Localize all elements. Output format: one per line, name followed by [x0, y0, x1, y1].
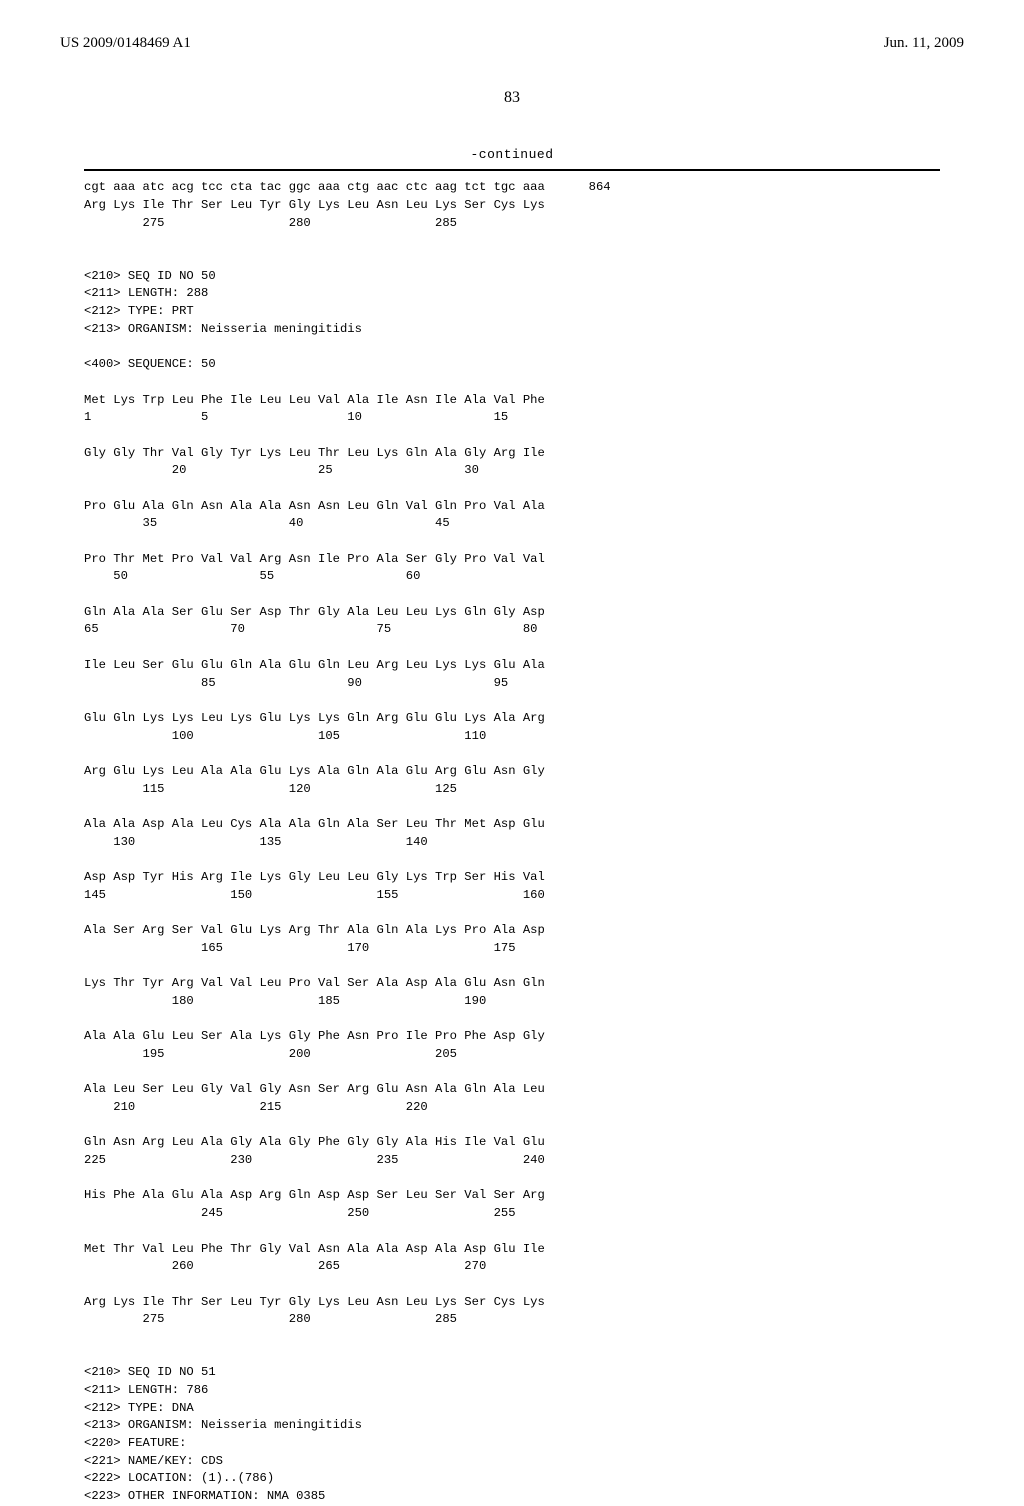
position-line: 50 55 60 — [84, 569, 420, 583]
position-line: 210 215 220 — [84, 1100, 428, 1114]
dna-line: cgt aaa atc acg tcc cta tac ggc aaa ctg … — [84, 180, 611, 194]
position-line: 225 230 235 240 — [84, 1153, 545, 1167]
protein-line: Arg Lys Ile Thr Ser Leu Tyr Gly Lys Leu … — [84, 198, 545, 212]
position-line: 20 25 30 — [84, 463, 479, 477]
protein-line: Lys Thr Tyr Arg Val Val Leu Pro Val Ser … — [84, 976, 545, 990]
seq-header-line: <222> LOCATION: (1)..(786) — [84, 1471, 274, 1485]
seq-header-line: <400> SEQUENCE: 50 — [84, 357, 216, 371]
protein-line: Pro Glu Ala Gln Asn Ala Ala Asn Asn Leu … — [84, 499, 545, 513]
running-header: US 2009/0148469 A1 Jun. 11, 2009 — [60, 34, 964, 52]
page-number: 83 — [60, 88, 964, 107]
position-line: 65 70 75 80 — [84, 622, 537, 636]
protein-line: Met Lys Trp Leu Phe Ile Leu Leu Val Ala … — [84, 393, 545, 407]
position-line: 115 120 125 — [84, 782, 457, 796]
position-line: 85 90 95 — [84, 676, 508, 690]
protein-line: Ala Ala Glu Leu Ser Ala Lys Gly Phe Asn … — [84, 1029, 545, 1043]
position-line: 1 5 10 15 — [84, 410, 508, 424]
seq-header-line: <212> TYPE: DNA — [84, 1401, 194, 1415]
protein-line: Met Thr Val Leu Phe Thr Gly Val Asn Ala … — [84, 1242, 545, 1256]
protein-line: His Phe Ala Glu Ala Asp Arg Gln Asp Asp … — [84, 1188, 545, 1202]
seq-header-line: <223> OTHER INFORMATION: NMA 0385 — [84, 1489, 325, 1503]
protein-line: Ala Ser Arg Ser Val Glu Lys Arg Thr Ala … — [84, 923, 545, 937]
position-line: 245 250 255 — [84, 1206, 516, 1220]
sequence-listing: -continued cgt aaa atc acg tcc cta tac g… — [84, 147, 940, 1506]
rule-top — [84, 169, 940, 171]
continued-label: -continued — [84, 147, 940, 163]
seq-header-line: <220> FEATURE: — [84, 1436, 186, 1450]
seq-header-line: <212> TYPE: PRT — [84, 304, 194, 318]
protein-line: Arg Lys Ile Thr Ser Leu Tyr Gly Lys Leu … — [84, 1295, 545, 1309]
position-line: 130 135 140 — [84, 835, 428, 849]
page: US 2009/0148469 A1 Jun. 11, 2009 83 -con… — [0, 0, 1024, 1320]
protein-line: Glu Gln Lys Lys Leu Lys Glu Lys Lys Gln … — [84, 711, 545, 725]
protein-line: Gly Gly Thr Val Gly Tyr Lys Leu Thr Leu … — [84, 446, 545, 460]
seq-header-line: <211> LENGTH: 786 — [84, 1383, 208, 1397]
position-line: 180 185 190 — [84, 994, 486, 1008]
position-line: 195 200 205 — [84, 1047, 457, 1061]
seq-header-line: <221> NAME/KEY: CDS — [84, 1454, 223, 1468]
seq-header-line: <213> ORGANISM: Neisseria meningitidis — [84, 322, 362, 336]
protein-line: Asp Asp Tyr His Arg Ile Lys Gly Leu Leu … — [84, 870, 545, 884]
protein-line: Arg Glu Lys Leu Ala Ala Glu Lys Ala Gln … — [84, 764, 545, 778]
position-line: 145 150 155 160 — [84, 888, 545, 902]
protein-line: Ile Leu Ser Glu Glu Gln Ala Glu Gln Leu … — [84, 658, 545, 672]
seq-header-line: <210> SEQ ID NO 51 — [84, 1365, 216, 1379]
publication-number: US 2009/0148469 A1 — [60, 34, 191, 52]
seq-header-line: <211> LENGTH: 288 — [84, 286, 208, 300]
seq-header-line: <210> SEQ ID NO 50 — [84, 269, 216, 283]
position-line: 35 40 45 — [84, 516, 450, 530]
publication-date: Jun. 11, 2009 — [884, 34, 964, 52]
position-line: 165 170 175 — [84, 941, 516, 955]
protein-line: Ala Leu Ser Leu Gly Val Gly Asn Ser Arg … — [84, 1082, 545, 1096]
protein-line: Ala Ala Asp Ala Leu Cys Ala Ala Gln Ala … — [84, 817, 545, 831]
protein-line: Gln Ala Ala Ser Glu Ser Asp Thr Gly Ala … — [84, 605, 545, 619]
protein-line: Pro Thr Met Pro Val Val Arg Asn Ile Pro … — [84, 552, 545, 566]
position-line: 275 280 285 — [84, 216, 457, 230]
position-line: 100 105 110 — [84, 729, 486, 743]
sequence-body: cgt aaa atc acg tcc cta tac ggc aaa ctg … — [84, 179, 940, 1506]
seq-header-line: <213> ORGANISM: Neisseria meningitidis — [84, 1418, 362, 1432]
position-line: 260 265 270 — [84, 1259, 486, 1273]
position-line: 275 280 285 — [84, 1312, 457, 1326]
protein-line: Gln Asn Arg Leu Ala Gly Ala Gly Phe Gly … — [84, 1135, 545, 1149]
